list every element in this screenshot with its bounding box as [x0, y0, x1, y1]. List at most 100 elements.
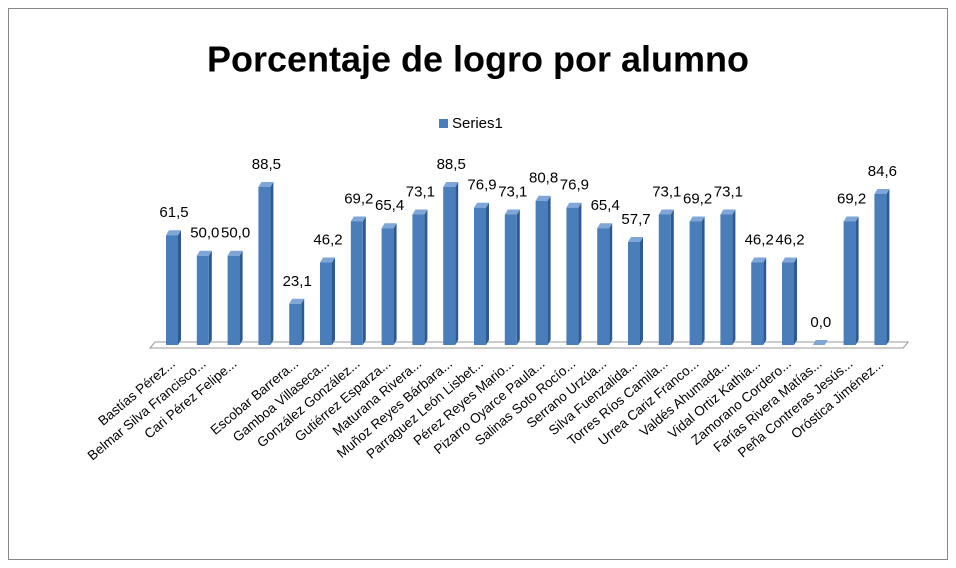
bar-face — [640, 236, 643, 345]
bar-face — [455, 182, 459, 345]
bar-face — [474, 202, 489, 208]
bar-face — [208, 250, 212, 345]
bar-face — [504, 209, 520, 215]
bar-face — [474, 207, 486, 345]
data-label: 84,6 — [868, 163, 897, 180]
data-label: 46,2 — [745, 232, 774, 249]
bar-face — [443, 182, 459, 187]
data-label: 76,9 — [467, 177, 496, 194]
bar-face — [424, 209, 428, 345]
bar-face — [597, 228, 610, 345]
data-label: 0,0 — [810, 314, 831, 331]
bar — [874, 188, 890, 345]
bar — [689, 216, 705, 345]
bar-face — [812, 340, 828, 345]
data-label: 80,8 — [529, 170, 558, 187]
bar-face — [843, 216, 859, 222]
bar — [320, 257, 335, 345]
bar-face — [381, 223, 397, 229]
bar — [412, 209, 428, 345]
data-label: 65,4 — [375, 197, 404, 214]
bar — [196, 250, 212, 345]
bar-face — [732, 209, 736, 345]
legend-label: Series1 — [452, 115, 503, 132]
bar-face — [886, 188, 890, 345]
bar-face — [566, 207, 579, 345]
bar-face — [720, 214, 733, 345]
bar-face — [320, 262, 332, 345]
bar-face — [166, 235, 178, 345]
bar-face — [239, 250, 243, 345]
bar-face — [658, 214, 671, 345]
bar — [782, 257, 797, 345]
bar — [628, 236, 643, 345]
bar-face — [547, 195, 551, 345]
bar — [350, 216, 366, 345]
floor — [148, 341, 910, 349]
bar-face — [178, 230, 181, 345]
bar-face — [289, 303, 302, 345]
bar — [658, 209, 674, 345]
bar-face — [689, 216, 705, 222]
bar-face — [794, 257, 797, 345]
bar-face — [350, 221, 363, 345]
data-label: 50,0 — [221, 225, 250, 242]
bar — [720, 209, 736, 345]
bar-face — [609, 223, 613, 345]
data-label: 23,1 — [283, 273, 312, 290]
bar — [812, 340, 828, 345]
data-label: 65,4 — [591, 197, 620, 214]
bar-face — [658, 209, 674, 215]
data-label: 46,2 — [775, 232, 804, 249]
data-label: 88,5 — [437, 156, 466, 173]
bar-face — [751, 262, 764, 345]
bar-face — [301, 298, 305, 345]
data-label: 73,1 — [652, 183, 681, 200]
bar — [566, 202, 582, 345]
bar-face — [196, 250, 212, 256]
data-label: 61,5 — [159, 204, 188, 221]
chart-title: Porcentaje de logro por alumno — [207, 39, 749, 80]
data-label: 73,1 — [406, 183, 435, 200]
bar-face — [270, 182, 274, 345]
bar — [597, 223, 613, 345]
bar-face — [196, 255, 209, 345]
bar-face — [874, 188, 890, 194]
bar — [843, 216, 859, 345]
bar-face — [504, 214, 517, 345]
bar-face — [412, 209, 428, 215]
data-label: 69,2 — [683, 190, 712, 207]
bar-face — [443, 187, 456, 345]
bar-face — [350, 216, 366, 222]
bar-face — [486, 202, 489, 345]
bar-face — [874, 193, 887, 345]
bar-face — [258, 182, 274, 187]
bar-face — [535, 200, 548, 345]
data-label: 69,2 — [837, 190, 866, 207]
bar-face — [362, 216, 366, 345]
bar-face — [782, 257, 797, 263]
bar-face — [689, 221, 702, 345]
bar — [504, 209, 520, 345]
bar-face — [320, 257, 335, 263]
bar — [381, 223, 397, 345]
bar-face — [227, 255, 240, 345]
bar-face — [227, 250, 243, 256]
legend-swatch — [439, 119, 448, 128]
bar-face — [393, 223, 397, 345]
bar — [258, 182, 274, 345]
bar-face — [381, 228, 394, 345]
bar-face — [763, 257, 767, 345]
data-label: 50,0 — [190, 225, 219, 242]
bar-face — [332, 257, 335, 345]
bar-face — [751, 257, 767, 263]
bar — [443, 182, 459, 345]
data-label: 88,5 — [252, 156, 281, 173]
data-label: 76,9 — [560, 177, 589, 194]
bar-face — [412, 214, 425, 345]
bar-face — [855, 216, 859, 345]
bar — [474, 202, 489, 345]
bar-face — [782, 262, 794, 345]
